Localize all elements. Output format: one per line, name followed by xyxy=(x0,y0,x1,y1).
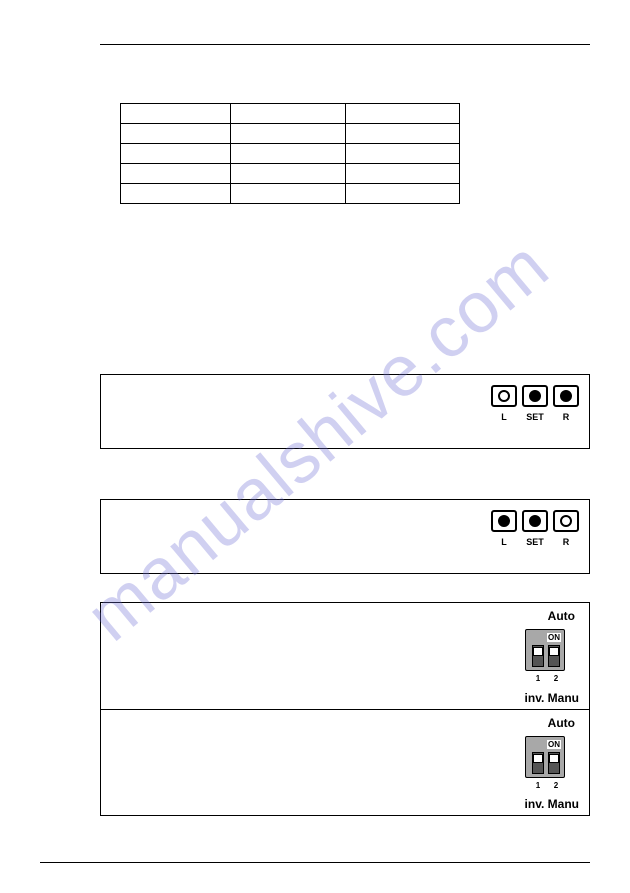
dip-num-2-2: 2 xyxy=(550,781,562,790)
led-panel-1: L SET R xyxy=(100,374,590,449)
led-label-SET-2: SET xyxy=(522,537,548,547)
dip-label-inv-manu-1: inv. Manu xyxy=(525,691,579,705)
dip-row-2: Auto ON 1 2 inv. Manu xyxy=(101,709,589,815)
led-L-box xyxy=(491,385,517,407)
dip-row-1: Auto ON 1 2 inv. Manu xyxy=(101,603,589,709)
led-L-icon-2 xyxy=(498,515,510,527)
led-label-L-2: L xyxy=(491,537,517,547)
dip-on-label-2: ON xyxy=(547,740,561,749)
dip-on-label-1: ON xyxy=(547,633,561,642)
led-R-icon-2 xyxy=(560,515,572,527)
dip-switch-1: ON 1 2 xyxy=(525,629,573,679)
dip-label-auto-2: Auto xyxy=(548,716,575,730)
dip-num-2-1: 1 xyxy=(532,781,544,790)
dip-switch-2: ON 1 2 xyxy=(525,736,573,786)
led-SET-icon xyxy=(529,390,541,402)
led-R-icon xyxy=(560,390,572,402)
led-R-box xyxy=(553,385,579,407)
dip-switch-panel: Auto ON 1 2 inv. Manu Auto ON xyxy=(100,602,590,816)
led-L-box-2 xyxy=(491,510,517,532)
divider-bottom xyxy=(40,862,590,863)
led-label-L: L xyxy=(491,412,517,422)
led-L-icon xyxy=(498,390,510,402)
led-label-SET: SET xyxy=(522,412,548,422)
led-SET-icon-2 xyxy=(529,515,541,527)
led-panel-2: L SET R xyxy=(100,499,590,574)
settings-table xyxy=(120,103,460,204)
dip-label-auto-1: Auto xyxy=(548,609,575,623)
dip-num-1-1: 1 xyxy=(532,674,544,683)
dip-num-1-2: 2 xyxy=(550,674,562,683)
led-SET-box-2 xyxy=(522,510,548,532)
led-SET-box xyxy=(522,385,548,407)
dip-label-inv-manu-2: inv. Manu xyxy=(525,797,579,811)
led-label-R-2: R xyxy=(553,537,579,547)
divider-top xyxy=(100,44,590,45)
led-R-box-2 xyxy=(553,510,579,532)
led-label-R: R xyxy=(553,412,579,422)
